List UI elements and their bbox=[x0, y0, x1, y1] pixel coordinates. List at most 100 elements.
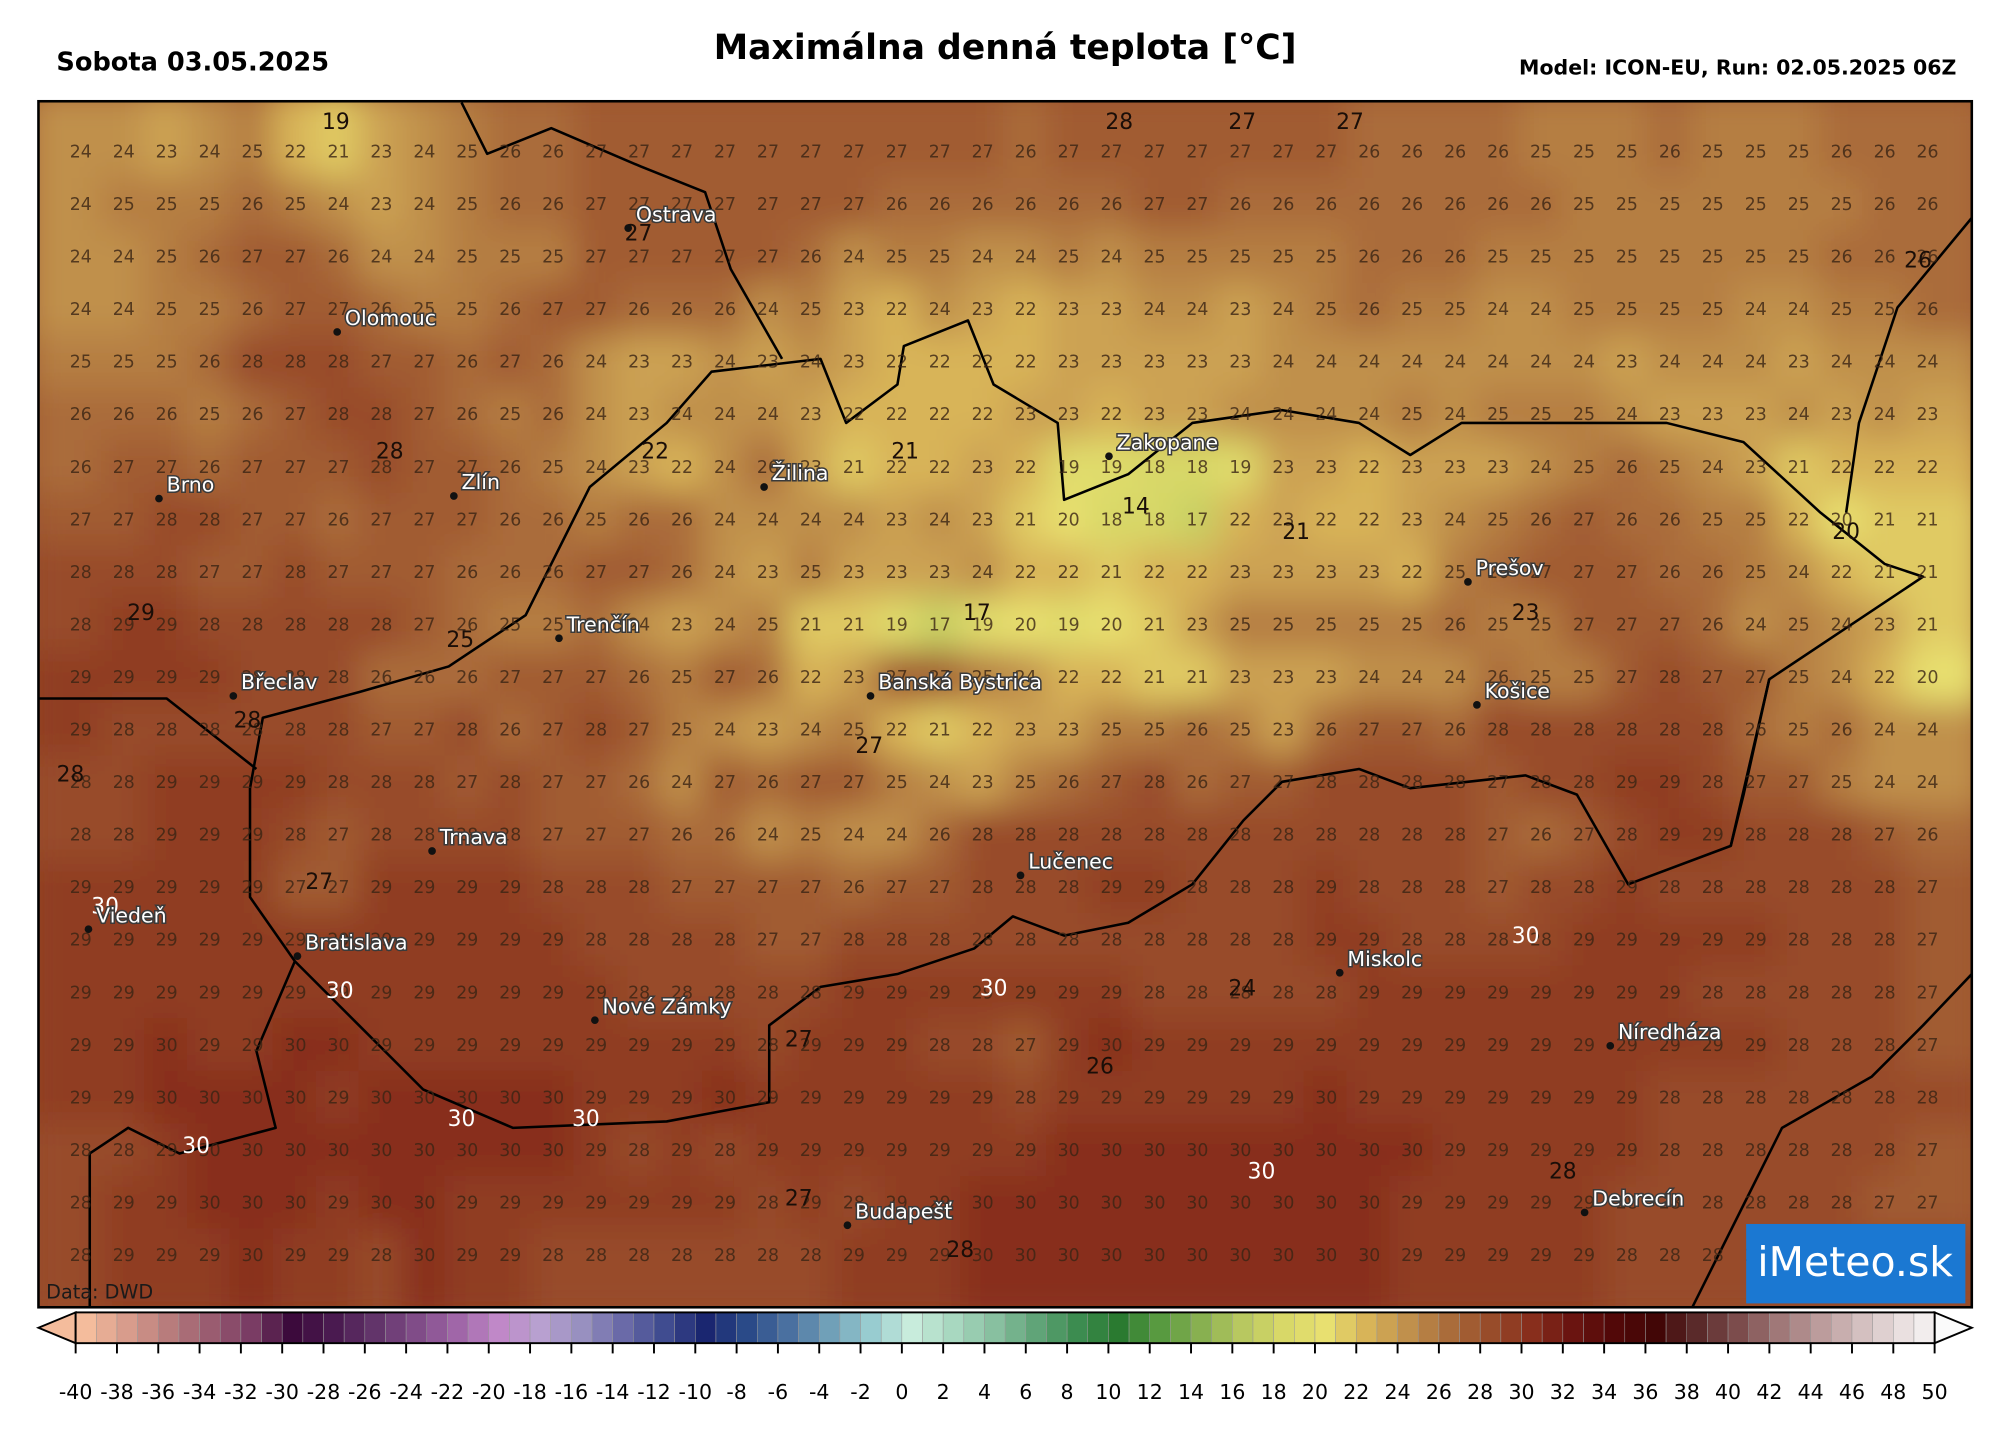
field-cell bbox=[1518, 230, 1564, 286]
extremum-label: 27 bbox=[855, 734, 883, 759]
field-cell bbox=[874, 860, 920, 916]
field-cell bbox=[272, 492, 319, 548]
grid-value: 24 bbox=[70, 248, 92, 268]
grid-value: 26 bbox=[1874, 143, 1896, 163]
field-cell bbox=[1217, 335, 1264, 391]
field-cell bbox=[1518, 440, 1564, 496]
grid-value: 21 bbox=[1143, 668, 1165, 688]
grid-value: 23 bbox=[972, 773, 994, 793]
field-cell bbox=[788, 1018, 834, 1074]
grid-value: 27 bbox=[1487, 773, 1509, 793]
field-cell bbox=[143, 492, 190, 548]
field-cell bbox=[1045, 808, 1092, 864]
field-cell bbox=[659, 650, 705, 706]
grid-value: 25 bbox=[1143, 248, 1165, 268]
grid-value: 27 bbox=[757, 931, 779, 951]
grid-value: 30 bbox=[1015, 1193, 1037, 1213]
field-cell bbox=[745, 965, 791, 1021]
grid-value: 27 bbox=[1659, 615, 1681, 635]
colorbar-segment bbox=[178, 1312, 200, 1344]
grid-value: 26 bbox=[929, 826, 951, 846]
colorbar-segment bbox=[1273, 1312, 1295, 1344]
field-cell bbox=[1045, 177, 1092, 233]
grid-value: 26 bbox=[1315, 195, 1337, 215]
grid-value: 27 bbox=[285, 248, 307, 268]
grid-value: 29 bbox=[1616, 1036, 1638, 1056]
border-east bbox=[1691, 217, 1972, 1308]
grid-value: 27 bbox=[285, 300, 307, 320]
field-cell bbox=[401, 282, 448, 338]
grid-value: 30 bbox=[1058, 1141, 1080, 1161]
grid-value: 30 bbox=[1315, 1246, 1337, 1266]
field-cell bbox=[745, 702, 791, 759]
field-cell bbox=[745, 492, 791, 548]
grid-value: 27 bbox=[1358, 721, 1380, 741]
grid-value: 29 bbox=[671, 1193, 693, 1213]
field-cell bbox=[1861, 650, 1908, 706]
colorbar-segment bbox=[96, 1312, 118, 1344]
grid-value: 27 bbox=[585, 143, 607, 163]
grid-value: 23 bbox=[671, 353, 693, 373]
field-cell bbox=[1346, 101, 1392, 181]
grid-value: 29 bbox=[1573, 1088, 1595, 1108]
field-cell bbox=[1346, 335, 1392, 391]
field-cell bbox=[1131, 177, 1178, 233]
grid-value: 27 bbox=[1917, 1193, 1939, 1213]
field-cell bbox=[186, 545, 233, 601]
colorbar-segment bbox=[426, 1312, 448, 1344]
field-cell bbox=[1002, 1123, 1049, 1179]
grid-value: 28 bbox=[929, 1036, 951, 1056]
title: Maximálna denná teplota [°C] bbox=[714, 28, 1297, 68]
field-cell bbox=[1088, 860, 1135, 916]
field-cell bbox=[1690, 492, 1736, 548]
grid-value: 26 bbox=[929, 195, 951, 215]
grid-value: 25 bbox=[1745, 195, 1767, 215]
grid-value: 30 bbox=[1101, 1141, 1123, 1161]
grid-value: 25 bbox=[1874, 300, 1896, 320]
extremum-label: 28 bbox=[1105, 110, 1133, 135]
field-cell bbox=[1818, 1070, 1865, 1126]
grid-value: 25 bbox=[1487, 615, 1509, 635]
grid-value: 29 bbox=[585, 1141, 607, 1161]
field-cell bbox=[1174, 545, 1221, 601]
field-cell bbox=[573, 965, 619, 1021]
grid-value: 26 bbox=[1358, 195, 1380, 215]
grid-value: 29 bbox=[886, 1088, 908, 1108]
grid-value: 29 bbox=[800, 1141, 822, 1161]
grid-value: 25 bbox=[113, 353, 135, 373]
grid-value: 24 bbox=[972, 248, 994, 268]
field-cell bbox=[573, 545, 619, 601]
grid-value: 24 bbox=[628, 615, 650, 635]
field-cell bbox=[143, 177, 190, 233]
grid-value: 28 bbox=[1659, 721, 1681, 741]
grid-value: 22 bbox=[1101, 405, 1123, 425]
field-cell bbox=[1647, 1123, 1693, 1179]
field-cell bbox=[1690, 177, 1736, 233]
field-cell bbox=[1174, 282, 1221, 338]
field-cell bbox=[1518, 282, 1564, 338]
field-cell bbox=[1088, 597, 1135, 653]
grid-value: 28 bbox=[1917, 1088, 1939, 1108]
grid-value: 28 bbox=[1788, 1036, 1810, 1056]
field-cell bbox=[444, 860, 491, 916]
grid-value: 23 bbox=[1917, 405, 1939, 425]
field-cell bbox=[1690, 1070, 1736, 1126]
grid-value: 28 bbox=[1702, 1141, 1724, 1161]
field-cell bbox=[1647, 335, 1693, 391]
grid-value: 29 bbox=[1616, 773, 1638, 793]
grid-value: 28 bbox=[1444, 878, 1466, 898]
field-cell bbox=[1217, 1228, 1264, 1308]
field-cell bbox=[358, 440, 405, 496]
grid-value: 24 bbox=[1917, 721, 1939, 741]
colorbar-segment bbox=[158, 1312, 180, 1344]
grid-value: 29 bbox=[1702, 1036, 1724, 1056]
field-cell bbox=[1775, 440, 1822, 496]
colorbar-segment bbox=[323, 1312, 345, 1344]
grid-value: 30 bbox=[1358, 1193, 1380, 1213]
grid-value: 29 bbox=[156, 983, 178, 1003]
grid-value: 25 bbox=[1573, 195, 1595, 215]
city-label: Prešov bbox=[1476, 556, 1544, 580]
field-cell bbox=[616, 177, 662, 233]
field-cell bbox=[315, 1228, 362, 1308]
grid-value: 27 bbox=[456, 510, 478, 530]
